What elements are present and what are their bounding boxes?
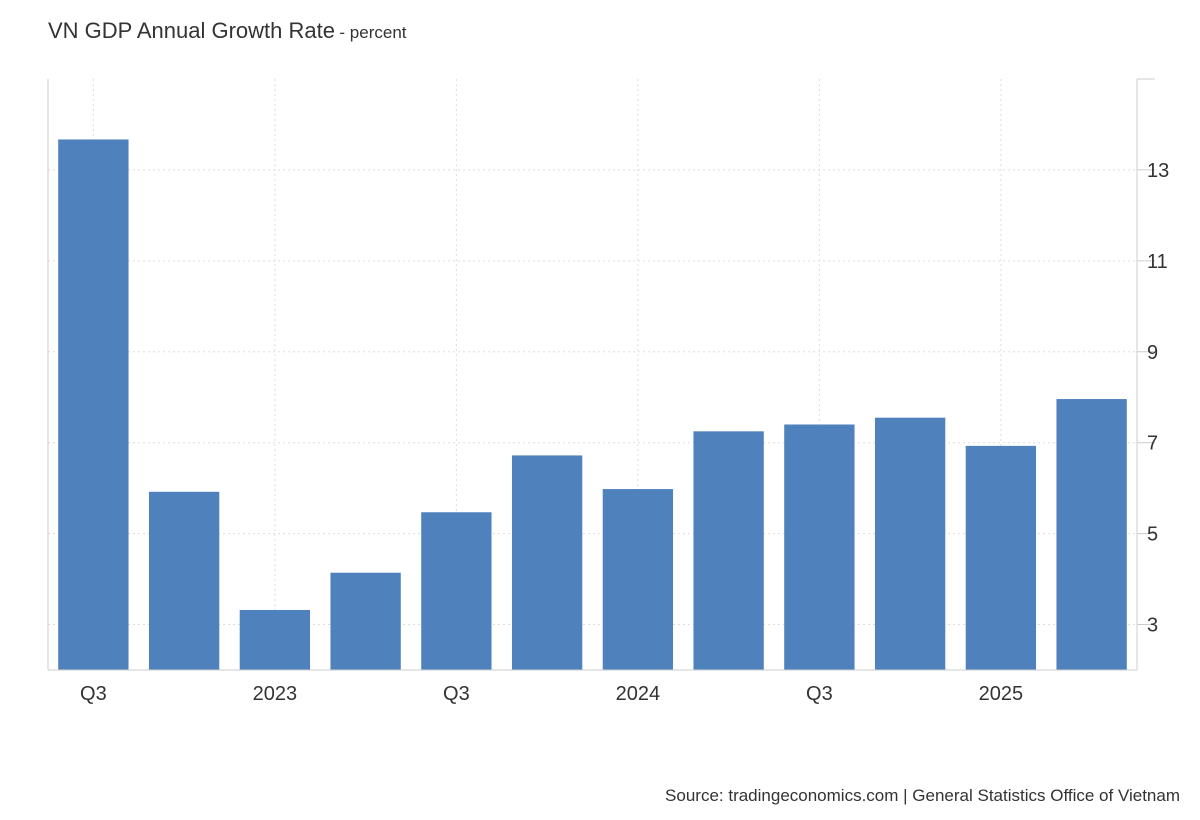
chart-title-group: VN GDP Annual Growth Rate - percent	[48, 18, 407, 44]
bar	[239, 609, 311, 670]
x-tick-label: Q3	[806, 683, 833, 705]
source-credit: Source: tradingeconomics.com | General S…	[665, 786, 1180, 805]
bar	[784, 424, 855, 670]
y-tick-label: 9	[1147, 342, 1158, 364]
x-tick-label: 2024	[616, 683, 661, 705]
chart-subtitle: - percent	[339, 23, 407, 42]
bar	[874, 417, 946, 670]
bar	[965, 445, 1037, 670]
chart-title: VN GDP Annual Growth Rate	[48, 18, 335, 43]
x-tick-label: Q3	[443, 683, 470, 705]
bar	[1056, 399, 1127, 670]
bar	[58, 139, 129, 670]
y-tick-label: 3	[1147, 615, 1158, 637]
y-tick-label: 7	[1147, 433, 1158, 455]
bar	[693, 431, 764, 670]
bar-chart: 3 5 7 9 11 13 Q3 2023 Q3 2024 Q3 2025	[47, 78, 1169, 705]
bar	[330, 572, 401, 670]
y-tick-label: 5	[1147, 524, 1158, 546]
x-tick-label: 2025	[979, 683, 1024, 705]
y-tick-label: 13	[1147, 160, 1169, 182]
bar	[511, 455, 583, 670]
x-tick-label: Q3	[80, 683, 107, 705]
bar	[421, 512, 492, 670]
bar	[148, 491, 220, 670]
y-tick-label: 11	[1147, 251, 1168, 273]
bar	[602, 489, 674, 670]
x-tick-label: 2023	[253, 683, 298, 705]
